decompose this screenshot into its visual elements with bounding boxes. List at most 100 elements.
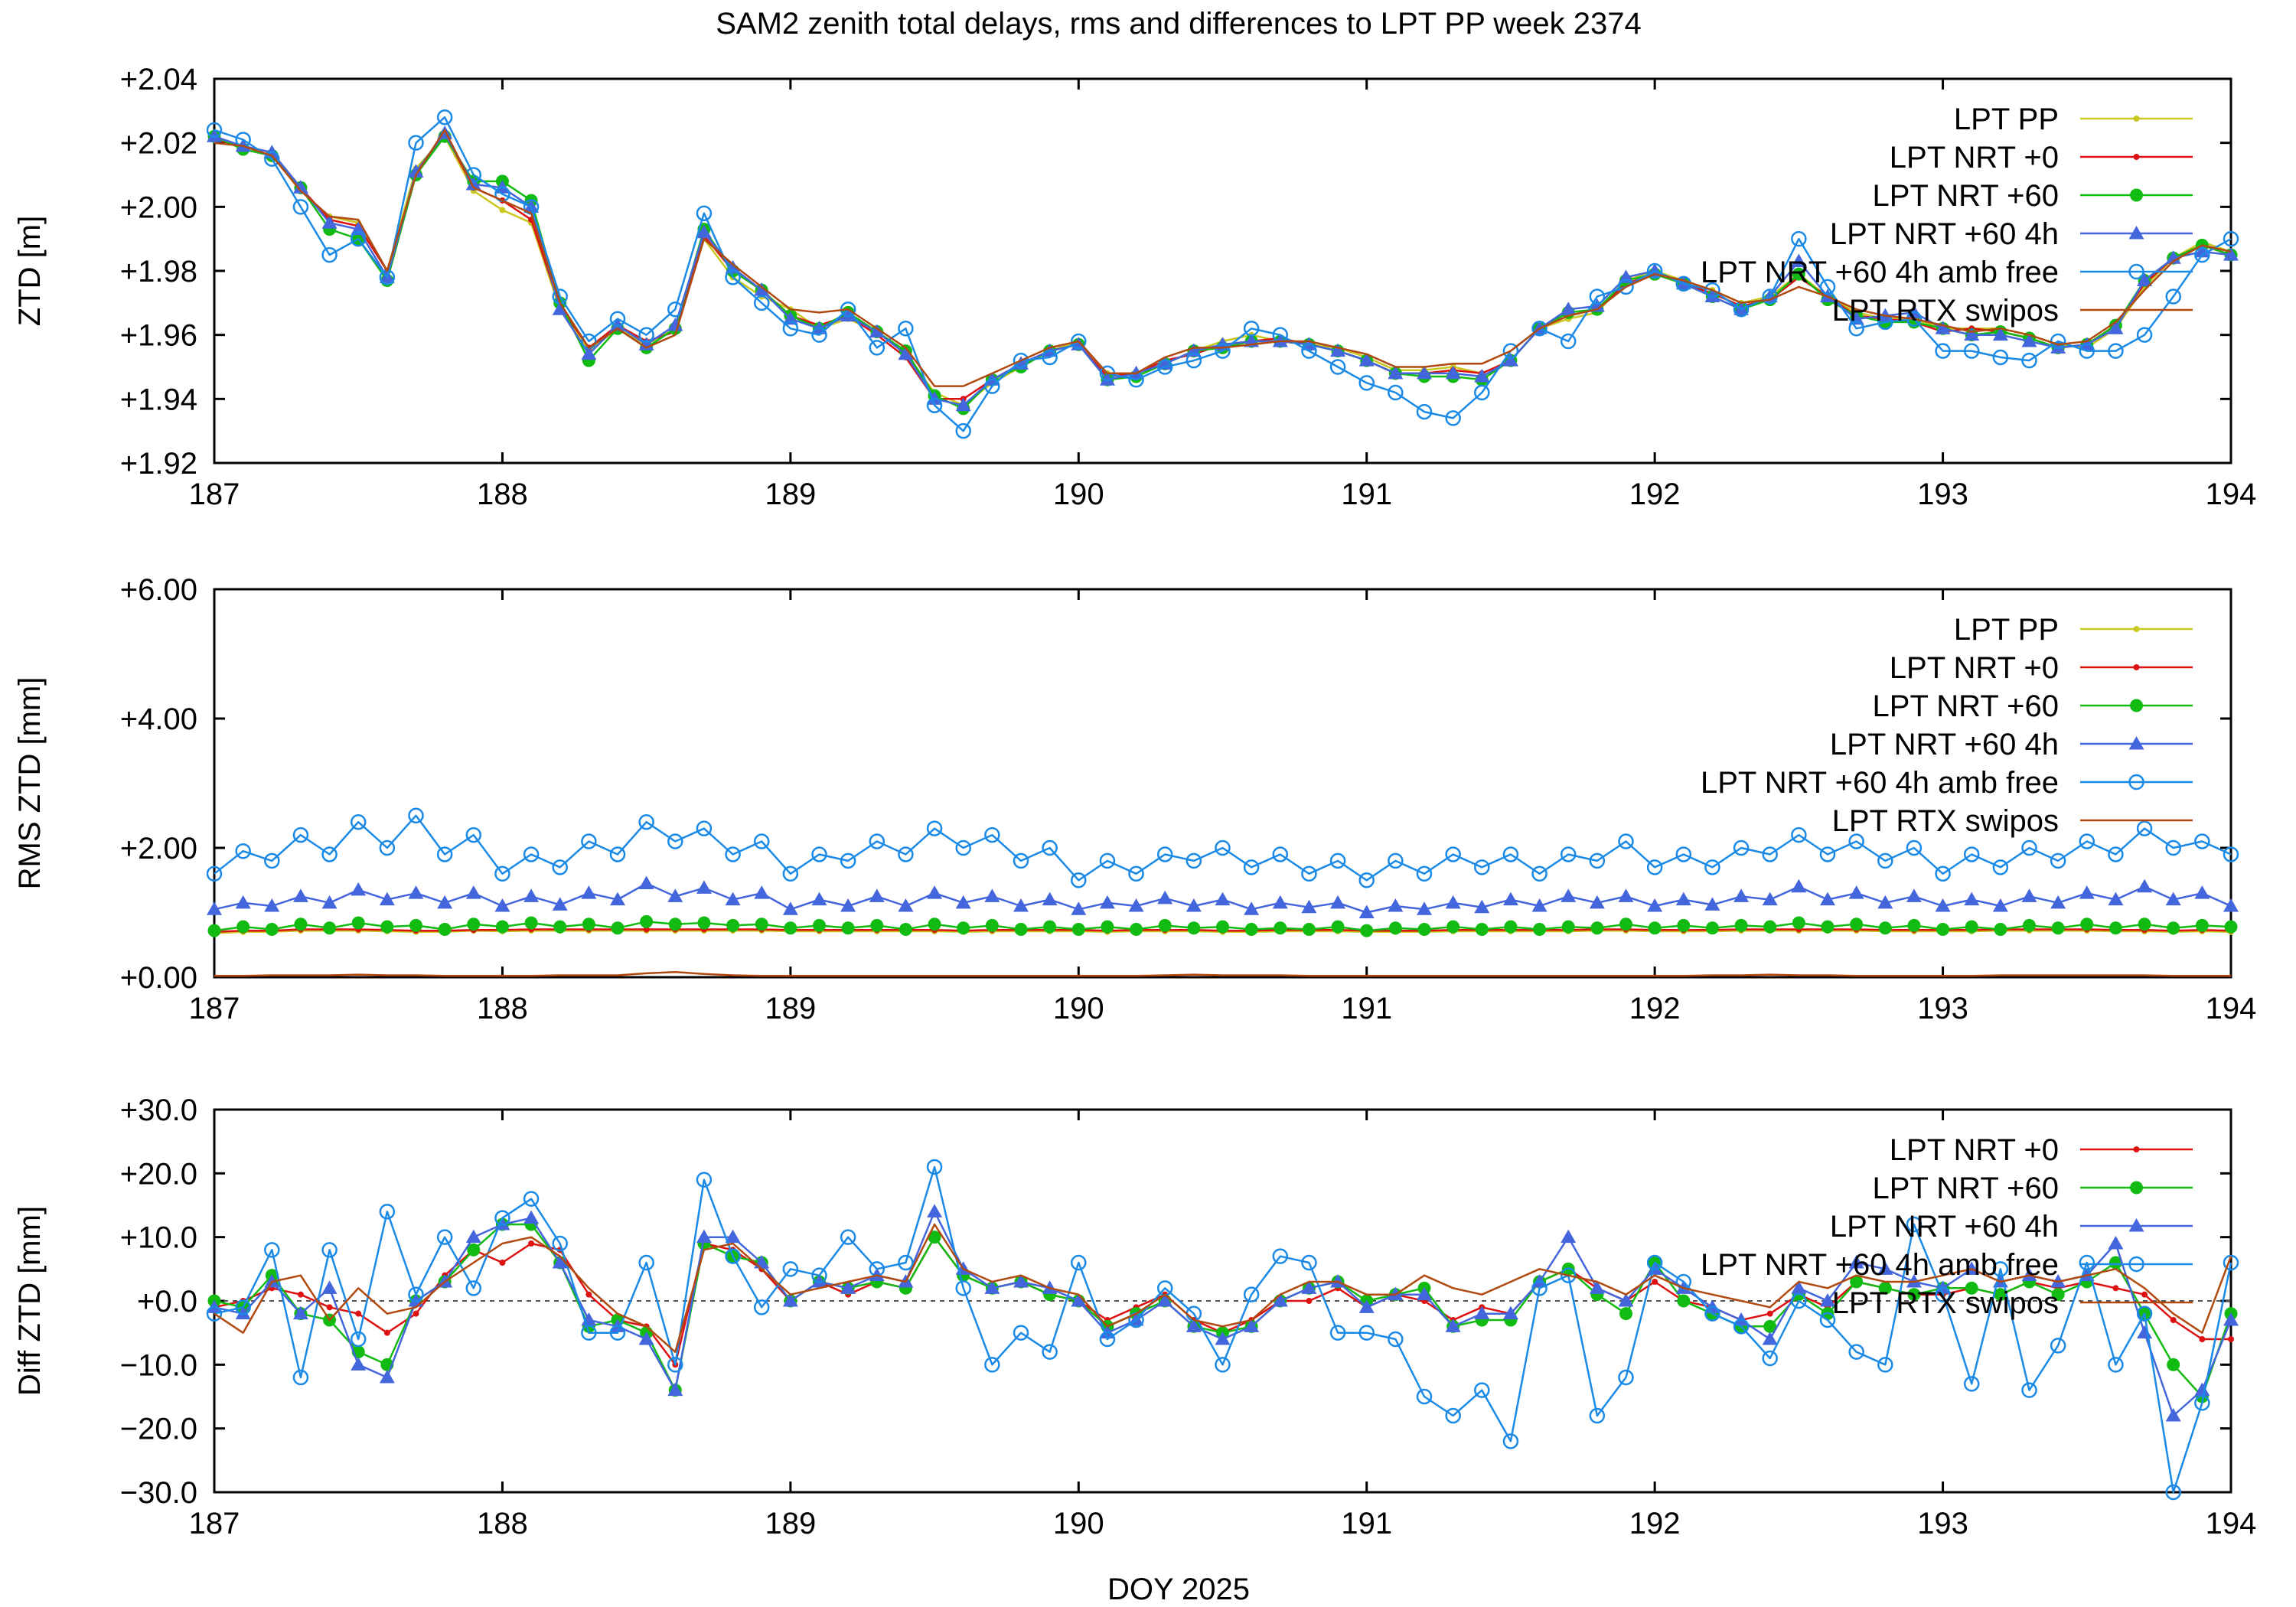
y-tick-label: +0.0 [137, 1285, 197, 1319]
data-point [236, 920, 250, 934]
data-point [2194, 1395, 2210, 1411]
data-point [1935, 343, 1951, 359]
data-point [436, 1229, 453, 1245]
data-point [1156, 846, 1173, 862]
data-point [2021, 888, 2037, 902]
data-point [1560, 1267, 1577, 1283]
legend-item-lpt-nrt-plus60-4h: LPT NRT +60 4h [1830, 217, 2193, 251]
data-point [985, 918, 999, 932]
data-point [870, 918, 884, 932]
legend-label: LPT RTX swipos [1832, 1286, 2059, 1320]
data-point [1215, 343, 1231, 359]
data-point [1416, 1388, 1433, 1405]
data-point [297, 1291, 304, 1298]
data-point [1417, 922, 1431, 936]
data-point [413, 1310, 419, 1317]
data-point [465, 885, 481, 899]
data-point [1964, 327, 1980, 341]
data-point [1792, 916, 1805, 930]
data-point [1848, 311, 1864, 325]
data-point [351, 1357, 367, 1371]
data-point [1819, 1312, 1836, 1328]
y-tick-label: +4.00 [120, 702, 197, 736]
legend-label: LPT NRT +60 [1873, 689, 2059, 723]
series-line-lpt-rtx-swipos [214, 970, 2231, 977]
data-point [438, 922, 452, 936]
y-tick-label: +6.00 [120, 573, 197, 607]
x-tick-label: 187 [189, 478, 240, 511]
data-point [725, 269, 741, 285]
data-point [1850, 1275, 1864, 1289]
data-point [1877, 1261, 1893, 1275]
y-tick-label: +2.04 [120, 63, 197, 96]
data-point [1445, 895, 1461, 909]
data-point [528, 1240, 535, 1247]
data-point [1358, 1299, 1375, 1313]
data-point [1158, 918, 1172, 932]
data-point [2108, 892, 2124, 906]
data-point [1531, 1280, 1548, 1296]
x-tick-label: 191 [1341, 992, 1392, 1025]
data-point [1474, 859, 1490, 875]
data-point [523, 846, 540, 862]
data-point [840, 1229, 856, 1245]
data-point [1762, 846, 1778, 862]
data-point [2195, 918, 2209, 932]
data-point [1042, 839, 1058, 856]
data-point [294, 918, 308, 931]
data-point [1935, 865, 1951, 882]
data-point [1186, 352, 1202, 369]
data-point [1502, 1305, 1518, 1320]
data-point [206, 122, 223, 139]
legend-label: LPT RTX swipos [1832, 294, 2059, 328]
legend-item-lpt-rtx-swipos: LPT RTX swipos [1832, 804, 2193, 838]
data-point [1964, 892, 1980, 906]
data-point [1733, 888, 1750, 902]
data-point [351, 221, 367, 236]
data-point [524, 916, 538, 930]
data-point [869, 1267, 885, 1282]
data-point [264, 852, 280, 869]
data-point [1186, 343, 1202, 357]
data-point [1302, 922, 1316, 936]
data-point [1677, 918, 1691, 932]
data-point [552, 859, 568, 875]
data-point [984, 888, 1000, 902]
data-point [1704, 897, 1720, 911]
legend-marker [2133, 1146, 2140, 1152]
series-lpt-nrt-plus60-4h-amb-free [206, 807, 2239, 888]
data-point [1502, 846, 1519, 862]
data-point [1992, 327, 2008, 341]
data-point [2108, 1256, 2122, 1270]
data-point [2108, 921, 2122, 935]
legend-item-lpt-pp: LPT PP [1954, 103, 2193, 136]
x-tick-label: 188 [477, 478, 528, 511]
y-tick-label: +1.98 [120, 255, 197, 288]
data-point [898, 846, 914, 862]
data-point [1187, 921, 1201, 935]
data-point [499, 1260, 506, 1266]
data-point [292, 180, 308, 194]
data-point [292, 888, 308, 902]
data-point [1589, 298, 1605, 312]
data-point [898, 321, 914, 337]
data-point [1301, 343, 1317, 359]
data-point [1994, 922, 2007, 936]
series-lpt-nrt-plus60-4h-amb-free [206, 1159, 2239, 1501]
data-point [926, 1159, 943, 1175]
data-point [2223, 1312, 2239, 1326]
data-point [1301, 1254, 1317, 1271]
data-point [638, 1332, 654, 1345]
data-point [1618, 833, 1634, 849]
x-tick-label: 189 [765, 1507, 816, 1540]
data-point [1157, 1293, 1173, 1307]
x-tick-label: 192 [1629, 992, 1681, 1025]
data-point [1130, 922, 1143, 936]
data-point [2108, 1236, 2124, 1250]
data-point [1417, 901, 1432, 915]
data-point [610, 318, 625, 331]
data-point [753, 833, 770, 849]
y-axis-title: RMS ZTD [mm] [13, 677, 47, 890]
x-tick-label: 193 [1917, 478, 1968, 511]
